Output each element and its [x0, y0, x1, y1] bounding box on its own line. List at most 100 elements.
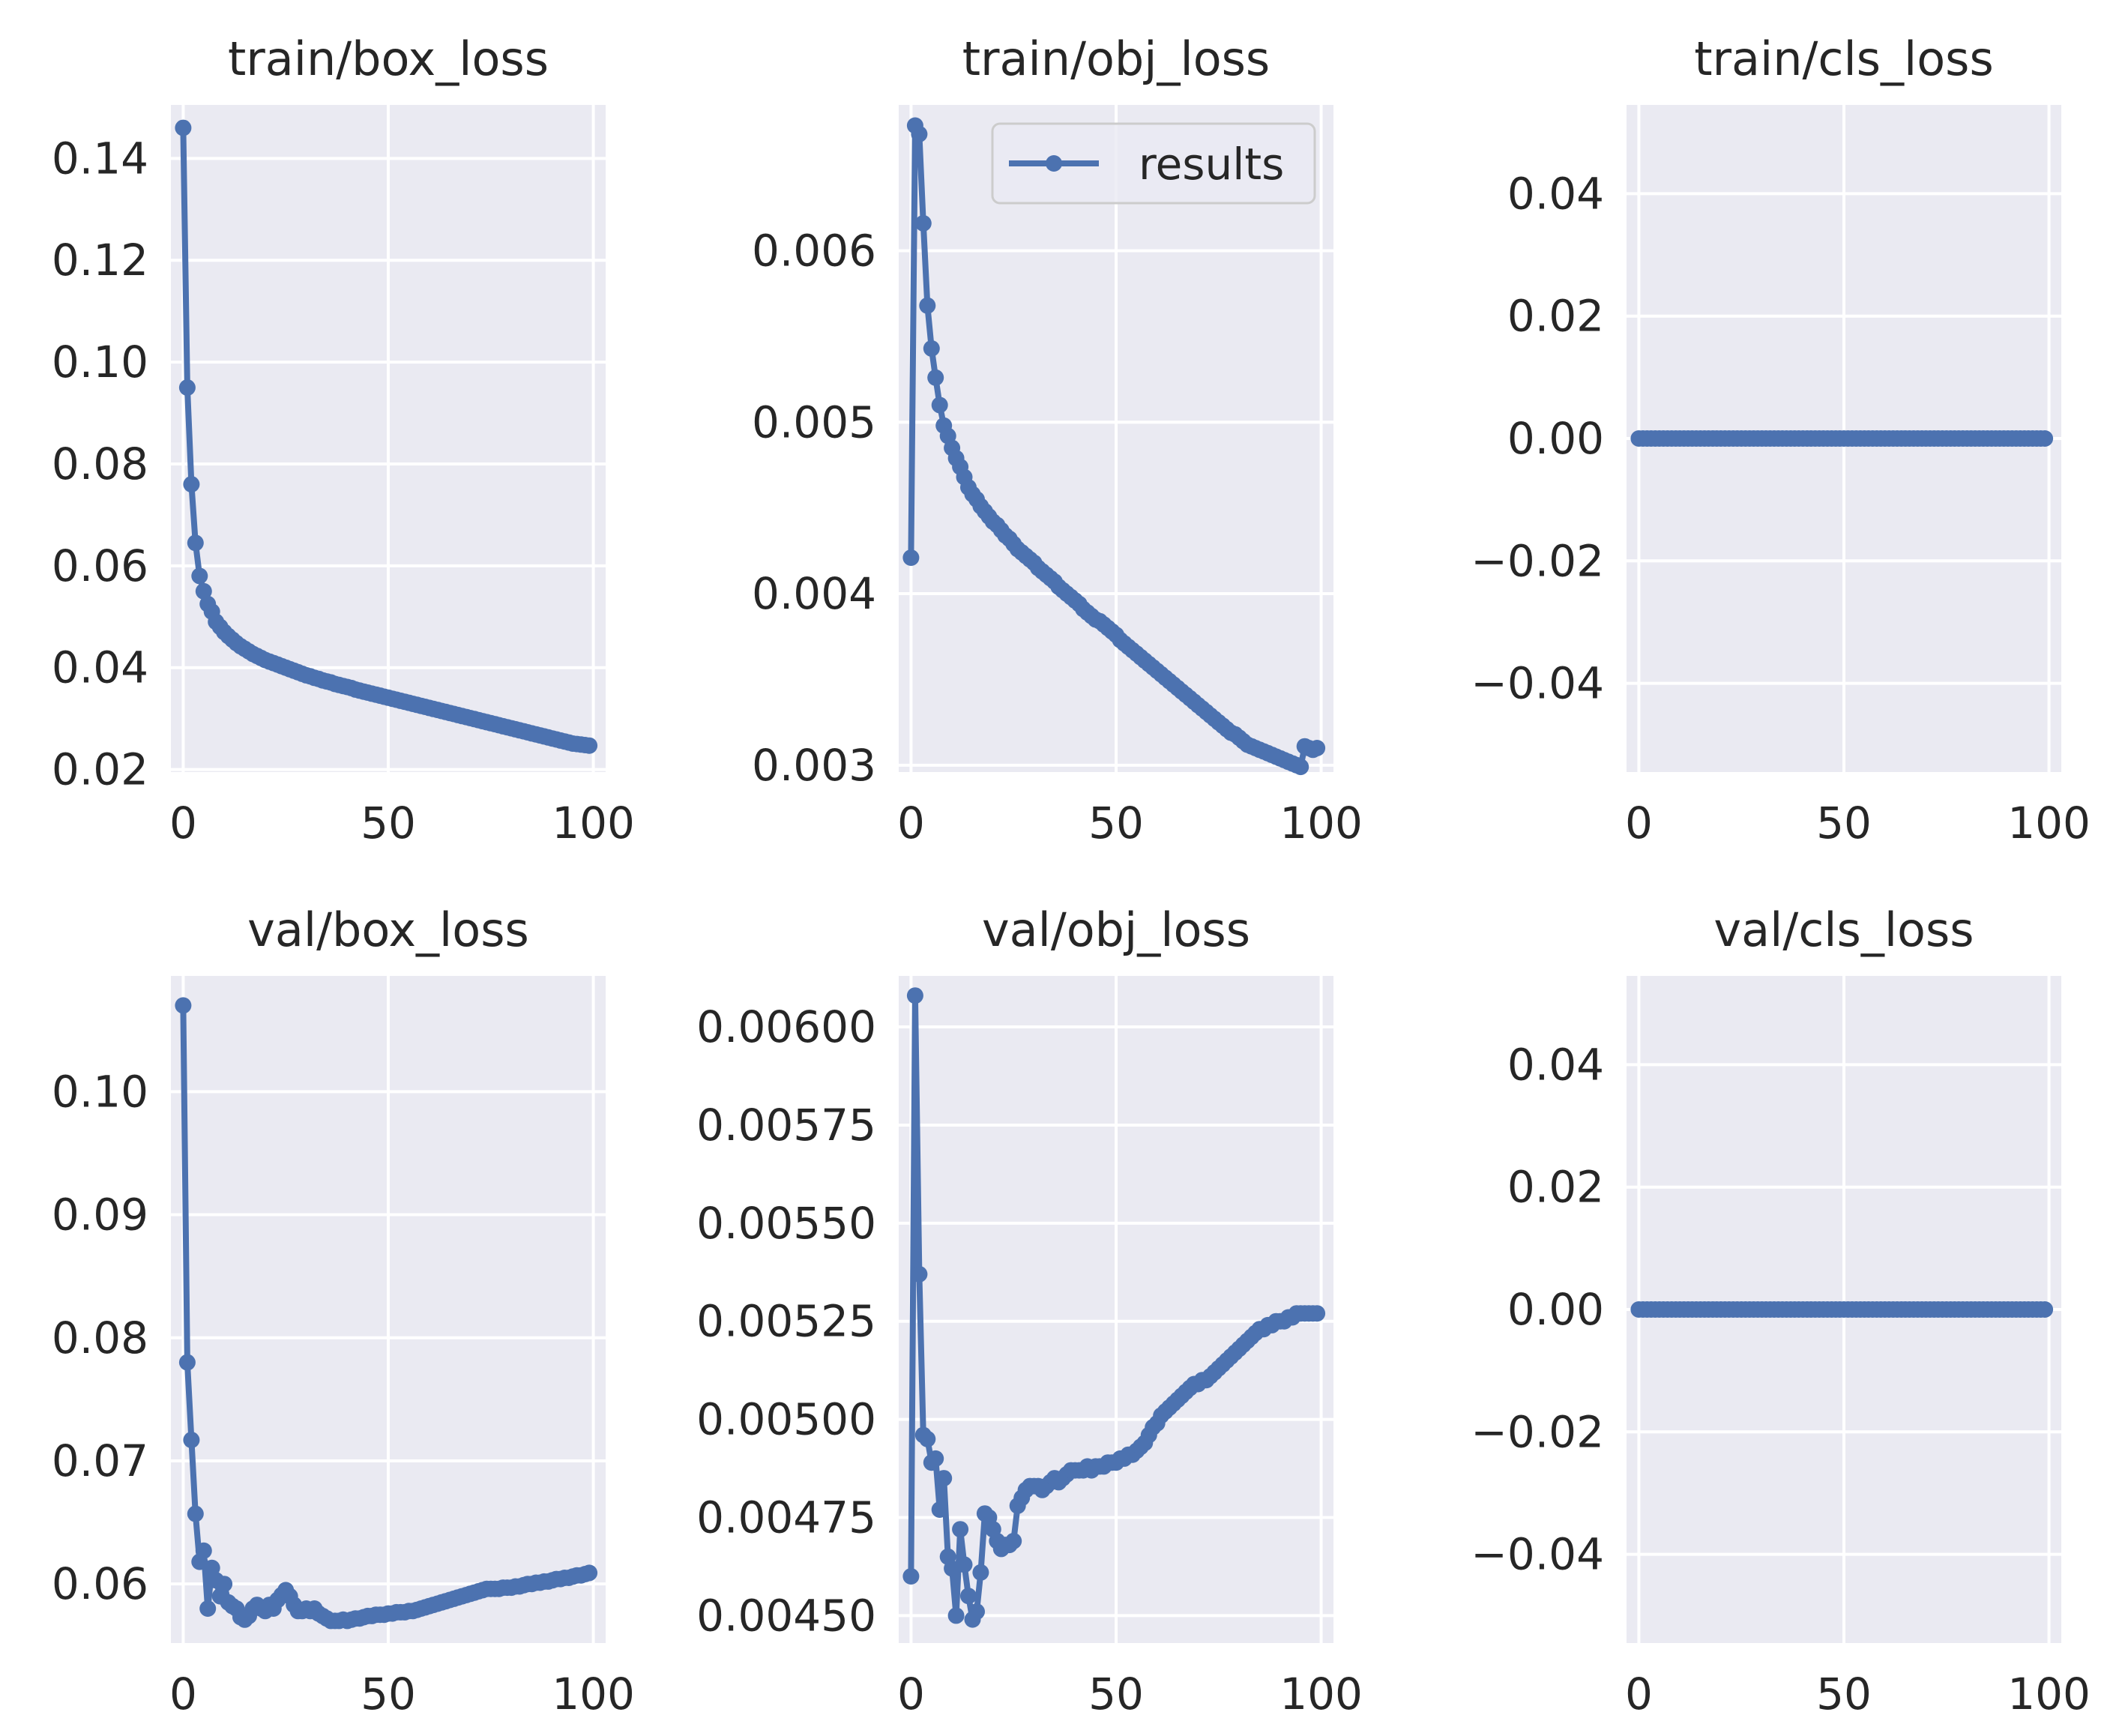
- y-tick-label: 0.06: [52, 1558, 148, 1609]
- y-tick-label: 0.004: [752, 568, 876, 619]
- y-tick-label: 0.10: [52, 1066, 148, 1117]
- data-point: [906, 987, 923, 1004]
- x-tick-label: 100: [1279, 798, 1363, 849]
- data-point: [931, 397, 948, 414]
- data-point: [952, 1521, 969, 1538]
- x-tick-label: 50: [1816, 798, 1872, 849]
- series-results: [175, 997, 598, 1630]
- y-tick-label: 0.04: [52, 642, 148, 693]
- y-tick-label: 0.02: [52, 744, 148, 795]
- x-tick-label: 0: [1625, 1669, 1653, 1720]
- data-point: [914, 214, 932, 232]
- y-tick-label: 0.00550: [696, 1198, 876, 1249]
- series-results: [1630, 1301, 2054, 1318]
- x-tick-label: 100: [552, 798, 635, 849]
- x-tick-label: 50: [361, 798, 416, 849]
- data-point: [931, 1501, 948, 1518]
- data-point: [911, 1265, 928, 1283]
- data-point: [581, 1564, 598, 1582]
- legend: results: [991, 122, 1316, 205]
- subplot-train-box-loss: 0 50 100 0.02 0.04 0.06 0.08 0.10 0.12 0.14 train/…: [52, 31, 635, 849]
- data-point: [581, 737, 598, 754]
- data-point: [216, 1576, 233, 1593]
- data-point: [187, 534, 204, 552]
- data-point: [923, 340, 940, 357]
- data-point: [972, 1564, 989, 1581]
- x-tick-label: 50: [1088, 1669, 1144, 1720]
- data-point: [2037, 1301, 2054, 1318]
- x-tick-label: 100: [1279, 1669, 1363, 1720]
- y-tick-label: 0.08: [52, 438, 148, 489]
- data-point: [1292, 759, 1309, 776]
- data-point: [183, 1432, 200, 1449]
- y-tick-label: 0.12: [52, 235, 148, 286]
- y-tick-label: 0.14: [52, 133, 148, 184]
- data-point: [1309, 740, 1326, 756]
- data-point: [191, 567, 208, 585]
- y-tick-label: 0.005: [752, 397, 876, 447]
- y-tick-label: 0.07: [52, 1435, 148, 1486]
- subplot-grid: 0 50 100 0.02 0.04 0.06 0.08 0.10 0.12 0.14 train/…: [52, 31, 2091, 1720]
- y-tick-label: 0.003: [752, 740, 876, 791]
- data-point: [956, 1556, 973, 1573]
- data-point: [178, 379, 196, 397]
- x-tick-label: 100: [2007, 1669, 2091, 1720]
- y-tick-label: 0.04: [1507, 168, 1604, 219]
- subplot-val-obj-loss: 0 50 100 0.00450 0.00475 0.00500 0.00525 0.0055…: [696, 902, 1363, 1720]
- x-tick-label: 0: [897, 798, 925, 849]
- y-tick-label: 0.00525: [696, 1296, 876, 1347]
- subplot-train-obj-loss: 0 50 100 0.003 0.004 0.005 0.006 train/obj_loss…: [752, 31, 1363, 849]
- x-tick-label: 100: [2007, 798, 2091, 849]
- y-tick-label: 0.00600: [696, 1001, 876, 1052]
- y-tick-label: 0.00500: [696, 1394, 876, 1445]
- y-tick-label: 0.00575: [696, 1100, 876, 1151]
- data-point: [195, 582, 212, 600]
- data-point: [902, 549, 920, 566]
- legend-box: [991, 122, 1316, 205]
- legend-label: results: [1139, 139, 1284, 190]
- y-tick-label: 0.10: [52, 337, 148, 388]
- subplot-train-cls-loss: 0 50 100 −0.04 −0.02 0.00 0.02 0.04 train/cls_lo…: [1471, 31, 2091, 849]
- x-tick-label: 0: [169, 798, 197, 849]
- series-results: [175, 119, 598, 754]
- panel-title: train/obj_loss: [962, 31, 1270, 86]
- data-point: [199, 1600, 217, 1617]
- data-point: [187, 1505, 204, 1522]
- panel-title: train/cls_loss: [1694, 31, 1994, 86]
- x-tick-label: 0: [897, 1669, 925, 1720]
- x-tick-label: 50: [361, 1669, 416, 1720]
- y-tick-label: 0.08: [52, 1312, 148, 1363]
- y-tick-label: 0.00: [1507, 413, 1604, 464]
- panel-title: val/obj_loss: [982, 902, 1250, 957]
- panel-title: val/cls_loss: [1713, 902, 1974, 957]
- x-tick-label: 50: [1816, 1669, 1872, 1720]
- data-point: [183, 476, 200, 493]
- data-point: [1005, 1532, 1022, 1549]
- data-point: [919, 1430, 936, 1447]
- data-point: [175, 119, 192, 136]
- y-tick-label: −0.02: [1471, 535, 1604, 586]
- y-tick-label: 0.04: [1507, 1039, 1604, 1090]
- y-tick-label: 0.06: [52, 540, 148, 591]
- data-point: [911, 125, 928, 142]
- data-point: [947, 1607, 965, 1624]
- data-point: [968, 1603, 985, 1621]
- panel-title: val/box_loss: [247, 902, 529, 957]
- data-point: [195, 1542, 212, 1559]
- y-tick-label: 0.006: [752, 225, 876, 276]
- data-point: [2037, 430, 2054, 447]
- y-tick-label: −0.02: [1471, 1406, 1604, 1457]
- y-tick-label: 0.02: [1507, 291, 1604, 342]
- series-results: [1630, 430, 2054, 447]
- y-tick-label: 0.00: [1507, 1284, 1604, 1335]
- series-results: [902, 987, 1326, 1628]
- subplot-val-cls-loss: 0 50 100 −0.04 −0.02 0.00 0.02 0.04 val/cls_loss: [1471, 902, 2091, 1720]
- y-tick-label: 0.00475: [696, 1492, 876, 1543]
- subplot-val-box-loss: 0 50 100 0.06 0.07 0.08 0.09 0.10 val/box_loss: [52, 902, 635, 1720]
- x-tick-label: 0: [1625, 798, 1653, 849]
- x-tick-label: 50: [1088, 798, 1144, 849]
- data-point: [935, 1470, 953, 1487]
- data-point: [178, 1354, 196, 1371]
- y-tick-label: −0.04: [1471, 1529, 1604, 1580]
